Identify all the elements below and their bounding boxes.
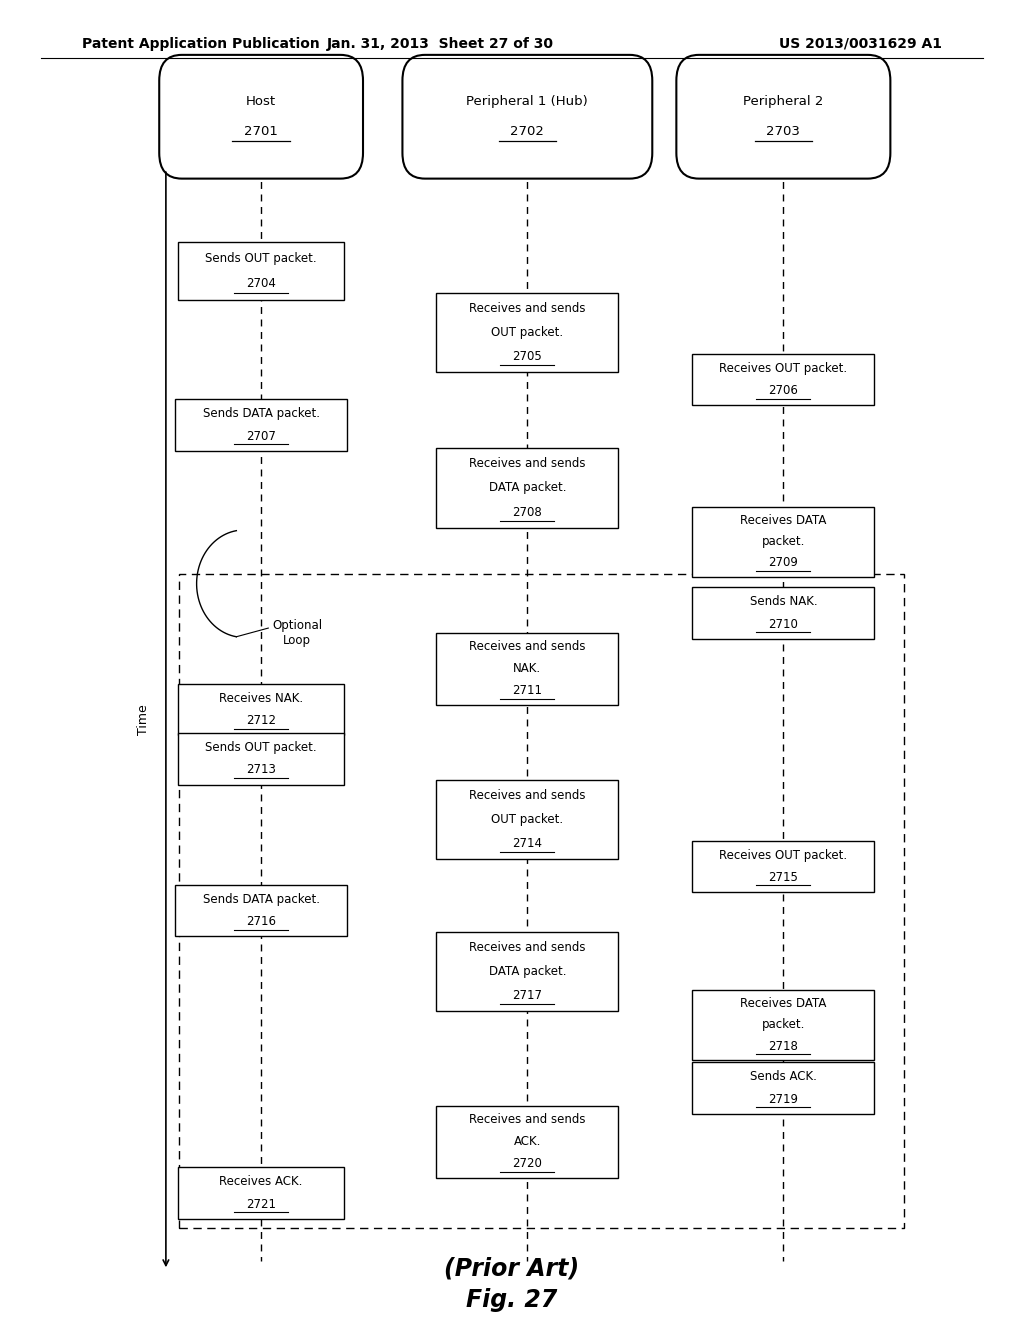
Bar bbox=[436, 932, 618, 1011]
Text: Receives and sends: Receives and sends bbox=[469, 789, 586, 803]
Bar bbox=[436, 293, 618, 372]
Bar bbox=[436, 780, 618, 859]
Bar bbox=[692, 587, 874, 639]
Text: 2705: 2705 bbox=[512, 350, 543, 363]
FancyBboxPatch shape bbox=[402, 55, 652, 178]
Text: Receives NAK.: Receives NAK. bbox=[219, 692, 303, 705]
Text: 2710: 2710 bbox=[768, 618, 799, 631]
Text: Receives and sends: Receives and sends bbox=[469, 640, 586, 653]
Text: Sends ACK.: Sends ACK. bbox=[750, 1071, 817, 1084]
Bar bbox=[178, 733, 344, 784]
Text: 2712: 2712 bbox=[246, 714, 276, 727]
Text: Sends NAK.: Sends NAK. bbox=[750, 595, 817, 609]
Text: OUT packet.: OUT packet. bbox=[492, 326, 563, 339]
Text: 2720: 2720 bbox=[512, 1158, 543, 1170]
Bar bbox=[692, 507, 874, 577]
Bar bbox=[178, 684, 344, 735]
Bar bbox=[692, 990, 874, 1060]
Bar bbox=[692, 354, 874, 405]
Text: 2708: 2708 bbox=[512, 506, 543, 519]
Text: 2718: 2718 bbox=[768, 1040, 799, 1053]
Text: 2706: 2706 bbox=[768, 384, 799, 397]
Bar bbox=[692, 1063, 874, 1114]
Text: Receives OUT packet.: Receives OUT packet. bbox=[719, 849, 848, 862]
Text: (Prior Art)
Fig. 27: (Prior Art) Fig. 27 bbox=[444, 1257, 580, 1312]
Text: Sends OUT packet.: Sends OUT packet. bbox=[205, 741, 317, 754]
Text: 2715: 2715 bbox=[768, 871, 799, 884]
Text: 2707: 2707 bbox=[246, 429, 276, 442]
Text: 2703: 2703 bbox=[766, 125, 801, 139]
Text: 2709: 2709 bbox=[768, 557, 799, 569]
Text: Receives OUT packet.: Receives OUT packet. bbox=[719, 362, 848, 375]
Text: 2704: 2704 bbox=[246, 277, 276, 290]
Text: US 2013/0031629 A1: US 2013/0031629 A1 bbox=[779, 37, 942, 50]
Text: 2702: 2702 bbox=[510, 125, 545, 139]
Bar bbox=[175, 884, 347, 936]
Text: Receives and sends: Receives and sends bbox=[469, 458, 586, 470]
Text: packet.: packet. bbox=[762, 535, 805, 548]
Text: Receives and sends: Receives and sends bbox=[469, 1113, 586, 1126]
Text: Host: Host bbox=[246, 95, 276, 108]
FancyBboxPatch shape bbox=[160, 55, 364, 178]
Text: Receives DATA: Receives DATA bbox=[740, 998, 826, 1010]
Text: Jan. 31, 2013  Sheet 27 of 30: Jan. 31, 2013 Sheet 27 of 30 bbox=[327, 37, 554, 50]
Bar bbox=[436, 1106, 618, 1177]
Text: NAK.: NAK. bbox=[513, 663, 542, 676]
Text: DATA packet.: DATA packet. bbox=[488, 482, 566, 495]
Text: Receives DATA: Receives DATA bbox=[740, 513, 826, 527]
Bar bbox=[436, 632, 618, 705]
Text: 2711: 2711 bbox=[512, 684, 543, 697]
Bar bbox=[692, 841, 874, 892]
Text: DATA packet.: DATA packet. bbox=[488, 965, 566, 978]
Text: Receives ACK.: Receives ACK. bbox=[219, 1175, 303, 1188]
Text: Sends DATA packet.: Sends DATA packet. bbox=[203, 408, 319, 420]
Text: 2716: 2716 bbox=[246, 915, 276, 928]
Text: 2719: 2719 bbox=[768, 1093, 799, 1106]
Text: Optional
Loop: Optional Loop bbox=[272, 619, 322, 647]
Text: 2721: 2721 bbox=[246, 1197, 276, 1210]
Bar bbox=[178, 242, 344, 300]
Text: Sends OUT packet.: Sends OUT packet. bbox=[205, 252, 317, 264]
Text: 2717: 2717 bbox=[512, 989, 543, 1002]
Text: 2714: 2714 bbox=[512, 837, 543, 850]
FancyBboxPatch shape bbox=[676, 55, 890, 178]
Text: Time: Time bbox=[137, 705, 150, 735]
Text: Peripheral 2: Peripheral 2 bbox=[743, 95, 823, 108]
Text: Peripheral 1 (Hub): Peripheral 1 (Hub) bbox=[467, 95, 588, 108]
Text: packet.: packet. bbox=[762, 1019, 805, 1031]
Bar bbox=[179, 574, 904, 1228]
Text: OUT packet.: OUT packet. bbox=[492, 813, 563, 826]
Bar bbox=[436, 449, 618, 528]
Text: Receives and sends: Receives and sends bbox=[469, 302, 586, 315]
Text: ACK.: ACK. bbox=[514, 1135, 541, 1148]
Text: Sends DATA packet.: Sends DATA packet. bbox=[203, 892, 319, 906]
Text: 2713: 2713 bbox=[246, 763, 276, 776]
Bar bbox=[178, 1167, 344, 1218]
Bar bbox=[175, 399, 347, 450]
Text: 2701: 2701 bbox=[244, 125, 279, 139]
Text: Receives and sends: Receives and sends bbox=[469, 941, 586, 954]
Text: Patent Application Publication: Patent Application Publication bbox=[82, 37, 319, 50]
